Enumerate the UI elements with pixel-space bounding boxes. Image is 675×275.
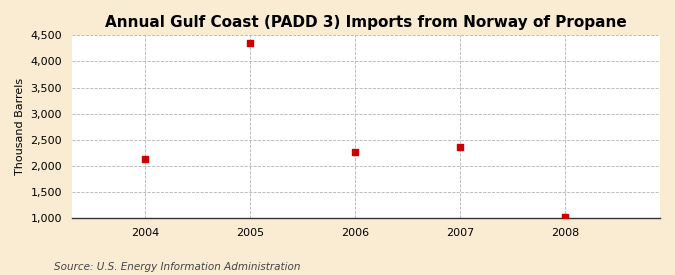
Point bbox=[560, 214, 571, 219]
Point bbox=[140, 156, 151, 161]
Text: Source: U.S. Energy Information Administration: Source: U.S. Energy Information Administ… bbox=[54, 262, 300, 272]
Y-axis label: Thousand Barrels: Thousand Barrels bbox=[15, 78, 25, 175]
Point bbox=[350, 150, 361, 155]
Point bbox=[245, 41, 256, 46]
Point bbox=[455, 145, 466, 150]
Title: Annual Gulf Coast (PADD 3) Imports from Norway of Propane: Annual Gulf Coast (PADD 3) Imports from … bbox=[105, 15, 627, 30]
